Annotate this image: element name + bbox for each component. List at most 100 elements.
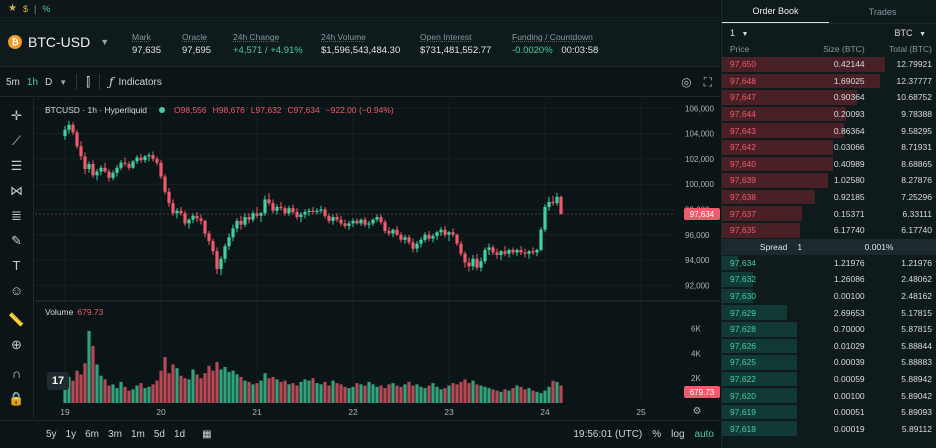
emoji-icon[interactable]: ☺	[9, 283, 24, 298]
interval-d[interactable]: D	[45, 76, 53, 88]
y-tick-label: 102,000	[685, 155, 714, 164]
magnet-icon[interactable]: ∩	[11, 366, 22, 381]
price-chart[interactable]: 106,000104,000102,000100,00098,00096,000…	[35, 98, 720, 418]
ask-row[interactable]: 97,640 0.40989 8.68865	[722, 156, 936, 173]
ask-row[interactable]: 97,637 0.15371 6.33111	[722, 205, 936, 222]
utc-clock[interactable]: 19:56:01 (UTC)	[573, 429, 643, 440]
candle-body	[499, 251, 503, 256]
interval-1h[interactable]: 1h	[26, 76, 39, 88]
total-cell: 12.79921	[896, 59, 932, 70]
volume-bar	[215, 361, 219, 403]
lock-icon[interactable]: 🔒	[8, 390, 25, 406]
horizontal-lines-icon[interactable]: ☰	[10, 157, 23, 173]
range-6m[interactable]: 6m	[85, 429, 100, 440]
ask-row[interactable]: 97,635 6.17740 6.17740	[722, 222, 936, 239]
zoom-in-icon[interactable]: ⊕	[11, 336, 22, 352]
candle-body	[347, 223, 351, 226]
range-5d[interactable]: 5d	[153, 429, 165, 440]
volume-bar	[467, 383, 471, 403]
ask-row[interactable]: 97,638 0.92185 7.25296	[722, 189, 936, 206]
candles-icon[interactable]: ⫿	[86, 74, 91, 89]
x-tick-label: 19	[60, 407, 70, 417]
candle-body	[419, 239, 423, 244]
bid-row[interactable]: 97,628 0.70000 5.87815	[722, 321, 936, 338]
ask-row[interactable]: 97,648 1.69025 12.37777	[722, 73, 936, 90]
text-icon[interactable]: T	[12, 258, 21, 273]
bid-row[interactable]: 97,620 0.00100 5.89042	[722, 387, 936, 404]
candle-body	[443, 229, 447, 235]
chart-grid	[35, 102, 720, 403]
y-tick-label: 104,000	[685, 130, 714, 139]
x-tick-label: 21	[252, 407, 262, 417]
ask-row[interactable]: 97,642 0.03066 8.71931	[722, 139, 936, 156]
volume-bar	[127, 390, 131, 403]
settings-icon[interactable]: ⚙	[693, 406, 702, 417]
total-cell: 8.71931	[901, 142, 932, 153]
stat-value: +4,571 / +4.91%	[233, 45, 303, 56]
pitchfork-icon[interactable]: ⋈	[10, 182, 23, 198]
size-cell: 0.90364	[833, 92, 865, 103]
range-3m[interactable]: 3m	[108, 429, 122, 440]
depth-bar	[722, 371, 797, 387]
candle-body	[435, 232, 439, 237]
tradingview-logo[interactable]: 17	[47, 372, 69, 390]
volume-bar	[331, 380, 335, 403]
live-dot-icon	[159, 107, 166, 113]
bid-row[interactable]: 97,632 1.26086 2.48062	[722, 271, 936, 288]
candle-body	[531, 251, 535, 253]
bid-row[interactable]: 97,619 0.00051 5.89093	[722, 404, 936, 421]
grouping-select[interactable]: 1 ▼	[730, 28, 748, 38]
fullscreen-icon[interactable]: ⛶	[703, 75, 712, 89]
percent-toggle[interactable]: %	[42, 3, 51, 14]
fib-retracement-icon[interactable]: ≣	[11, 207, 22, 223]
depth-bar	[722, 206, 802, 221]
bid-row[interactable]: 97,634 1.21976 1.21976	[722, 255, 936, 272]
ask-row[interactable]: 97,644 0.20093 9.78388	[722, 106, 936, 123]
brush-icon[interactable]: ✎	[11, 232, 22, 248]
tab-trades[interactable]: Trades	[868, 6, 897, 17]
volume-bar	[435, 386, 439, 403]
size-cell: 0.86364	[833, 125, 865, 136]
trend-line-icon[interactable]: ⟋	[11, 132, 22, 148]
x-tick-label: 20	[156, 407, 166, 417]
chevron-down-icon[interactable]: ▼	[59, 77, 68, 87]
candle-body	[119, 162, 123, 168]
volume-bar	[151, 384, 155, 403]
tab-order-book[interactable]: Order Book	[722, 0, 829, 23]
ask-row[interactable]: 97,639 1.02580 8.27876	[722, 172, 936, 189]
candle-body	[279, 206, 283, 209]
log-scale-toggle[interactable]: log	[671, 429, 685, 440]
volume-bar	[71, 380, 75, 403]
calendar-icon[interactable]: ▦	[202, 429, 212, 440]
symbol-selector[interactable]: ₿ BTC-USD ▼	[8, 34, 109, 50]
price-cell: 97,625	[730, 357, 756, 368]
candle-body	[267, 199, 271, 204]
star-icon[interactable]: ★	[8, 3, 17, 14]
ask-row[interactable]: 97,647 0.90364 10.68752	[722, 89, 936, 106]
bid-row[interactable]: 97,626 0.01029 5.88844	[722, 338, 936, 355]
volume-bar	[519, 386, 523, 403]
range-1m[interactable]: 1m	[130, 429, 145, 440]
indicators-button[interactable]: ƒ Indicators	[109, 75, 162, 89]
bid-row[interactable]: 97,629 2.69653 5.17815	[722, 304, 936, 321]
bid-row[interactable]: 97,618 0.00019 5.89112	[722, 420, 936, 437]
range-1d[interactable]: 1d	[173, 429, 186, 440]
range-5y[interactable]: 5y	[46, 429, 57, 440]
price-cell: 97,637	[730, 208, 756, 219]
screenshot-icon[interactable]: ◎	[681, 75, 692, 89]
bid-row[interactable]: 97,630 0.00100 2.48162	[722, 288, 936, 305]
bid-row[interactable]: 97,622 0.00059 5.88942	[722, 371, 936, 388]
percent-scale-toggle[interactable]: %	[652, 429, 662, 440]
ruler-icon[interactable]: 📏	[8, 311, 25, 327]
chart-canvas[interactable]: 106,000104,000102,000100,00098,00096,000…	[35, 98, 720, 418]
interval-5m[interactable]: 5m	[6, 76, 20, 88]
currency-toggle[interactable]: $	[22, 3, 28, 14]
range-1y[interactable]: 1y	[65, 429, 77, 440]
ask-row[interactable]: 97,650 0.42144 12.79921	[722, 56, 936, 73]
bid-row[interactable]: 97,625 0.00039 5.88883	[722, 354, 936, 371]
ask-row[interactable]: 97,643 0.86364 9.58295	[722, 122, 936, 139]
crosshair-icon[interactable]: ✛	[11, 107, 22, 123]
unit-select[interactable]: BTC ▼	[895, 28, 926, 38]
volume-bar	[99, 375, 103, 403]
auto-scale-toggle[interactable]: auto	[694, 429, 714, 440]
